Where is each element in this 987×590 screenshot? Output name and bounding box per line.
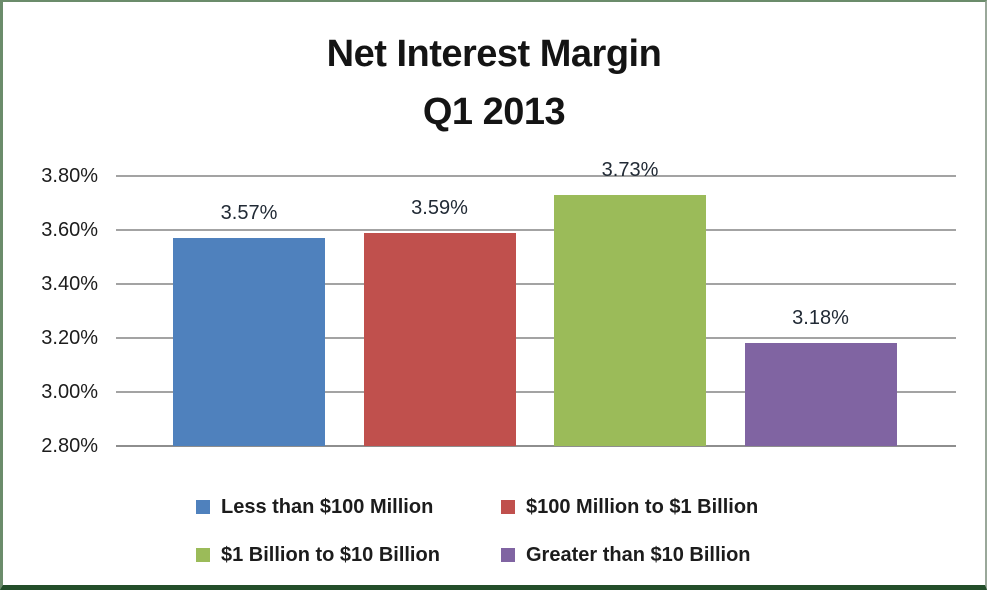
legend-marker xyxy=(196,500,210,514)
gridline xyxy=(116,229,956,231)
legend-marker xyxy=(196,548,210,562)
y-tick-label: 3.60% xyxy=(41,219,98,241)
bar-value-label: 3.59% xyxy=(411,196,468,219)
bar-value-label: 3.18% xyxy=(792,307,849,330)
bar xyxy=(173,238,325,446)
legend-row: Less than $100 Million $100 Million to $1… xyxy=(196,492,846,522)
bar xyxy=(744,343,897,446)
gridline xyxy=(116,175,956,177)
y-tick-label: 3.80% xyxy=(41,165,98,187)
y-tick-label: 3.40% xyxy=(41,273,98,295)
legend-marker xyxy=(501,500,515,514)
y-tick-label: 3.00% xyxy=(41,381,98,403)
legend-item: Greater than $10 Billion xyxy=(501,544,751,567)
legend: Less than $100 Million $100 Million to $1… xyxy=(196,492,846,585)
legend-item: $100 Million to $1 Billion xyxy=(501,496,758,519)
legend-item: Less than $100 Million xyxy=(196,496,501,519)
legend-label: $1 Billion to $10 Billion xyxy=(221,543,440,566)
bar-value-label: 3.73% xyxy=(601,158,659,181)
gridline xyxy=(116,283,956,285)
y-tick-label: 2.80% xyxy=(41,435,98,457)
plot-area: 2.80% 3.00% 3.20% 3.40% 3.60% 3.80% 3.57% 3.59%… xyxy=(3,2,985,585)
gridline xyxy=(116,391,956,393)
bar xyxy=(363,232,516,446)
legend-marker xyxy=(501,548,515,562)
legend-label: Greater than $10 Billion xyxy=(526,543,751,566)
chart-title-line2: Q1 2013 xyxy=(422,91,566,133)
legend-label: $100 Million to $1 Billion xyxy=(526,495,759,518)
chart-title-line1: Net Interest Margin xyxy=(326,33,662,75)
legend-item: $1 Billion to $10 Billion xyxy=(196,544,501,567)
chart-title: Net Interest Margin Q1 2013 xyxy=(3,25,985,141)
legend-row: $1 Billion to $10 Billion Greater than $1… xyxy=(196,540,846,570)
x-axis-line xyxy=(116,445,956,447)
gridline xyxy=(116,337,956,339)
bar-value-label: 3.57% xyxy=(220,202,278,225)
y-tick-label: 3.20% xyxy=(41,327,98,349)
legend-label: Less than $100 Million xyxy=(221,495,434,518)
bar xyxy=(554,194,706,446)
